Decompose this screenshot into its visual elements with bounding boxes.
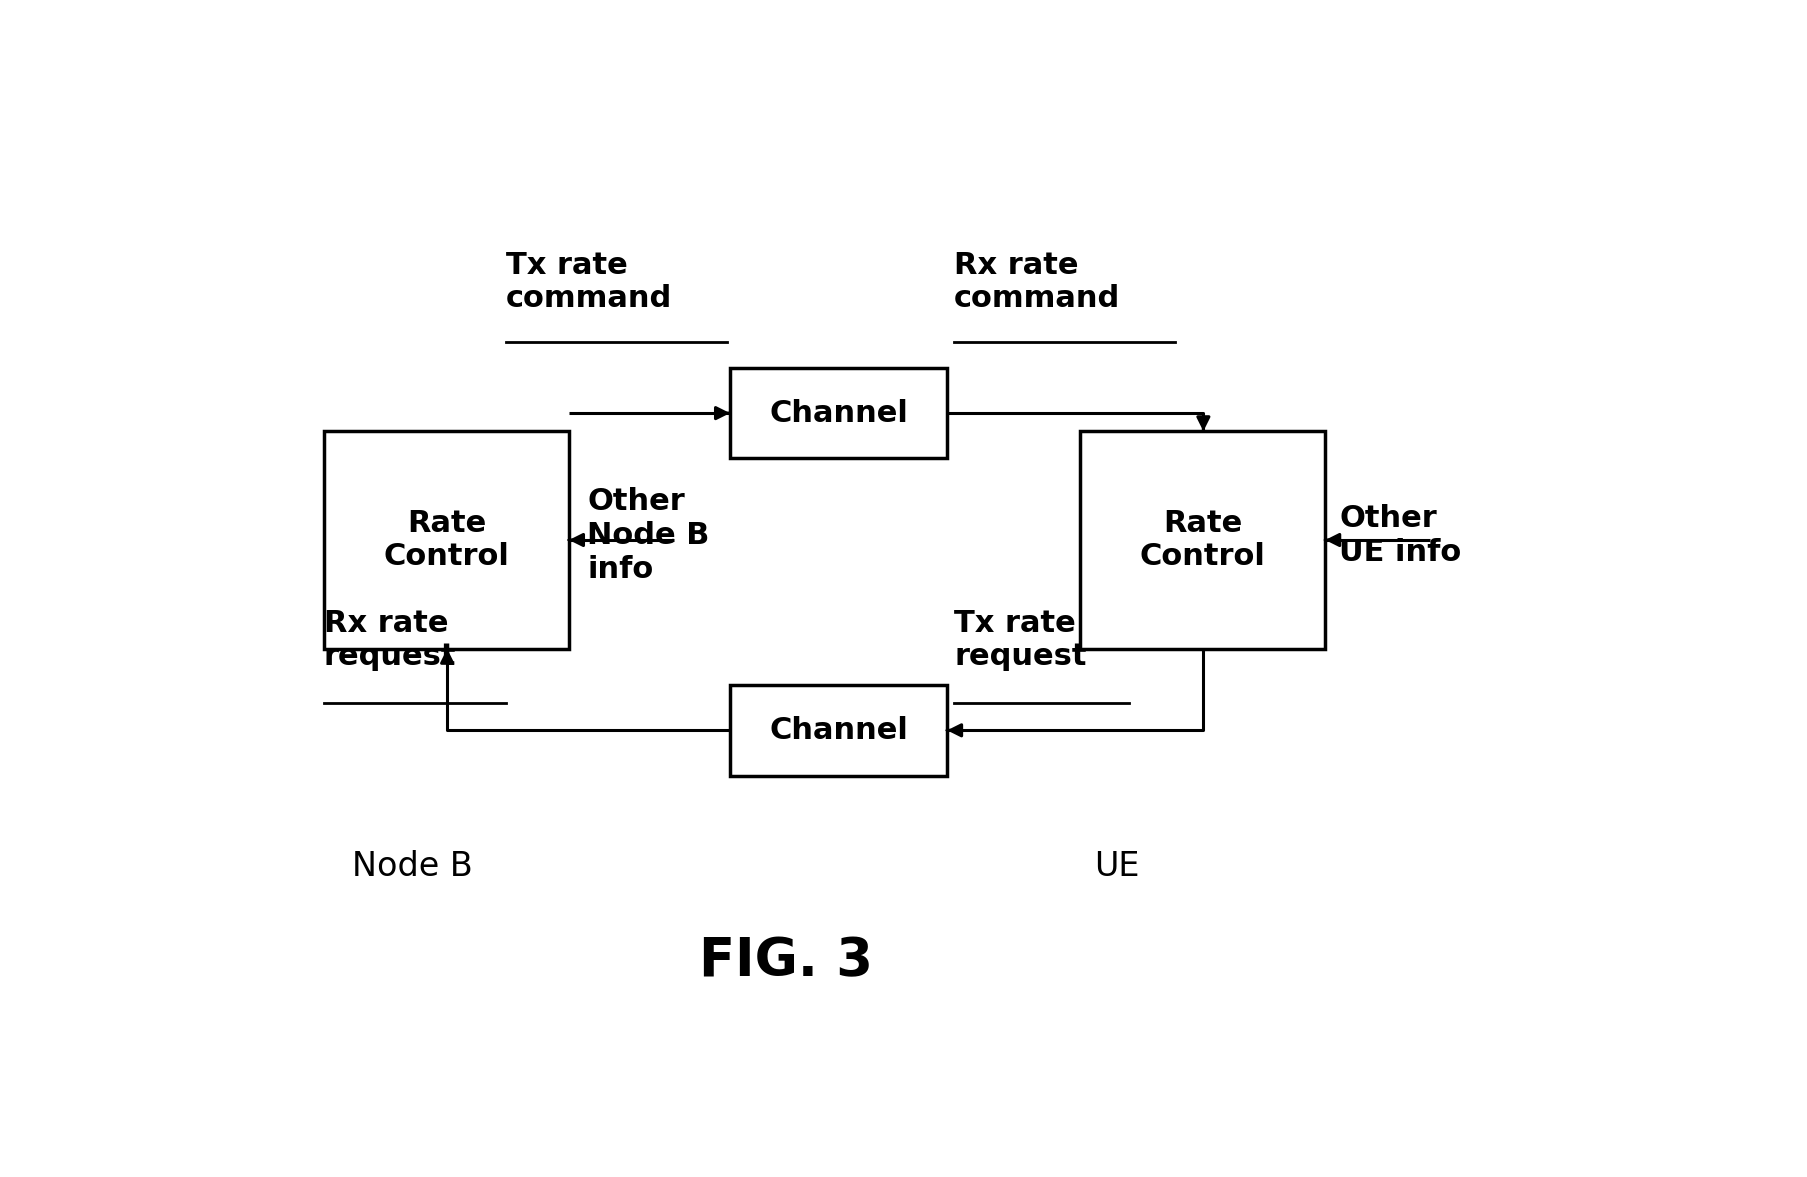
Bar [323, 431, 569, 649]
Text: Other
Node B
info: Other Node B info [587, 487, 710, 584]
Text: FIG. 3: FIG. 3 [699, 936, 873, 988]
Text: Rate
Control: Rate Control [1140, 508, 1265, 571]
Bar [1081, 431, 1325, 649]
Text: Tx rate
request: Tx rate request [954, 609, 1086, 671]
Text: Rx rate
command: Rx rate command [954, 251, 1120, 313]
Text: Channel: Channel [770, 716, 907, 745]
Text: Rx rate
request: Rx rate request [323, 609, 457, 671]
Text: Node B: Node B [352, 850, 473, 883]
Text: Tx rate
command: Tx rate command [506, 251, 672, 313]
Text: Channel: Channel [770, 399, 907, 427]
Text: Other
UE info: Other UE info [1339, 504, 1462, 567]
Bar [730, 368, 947, 459]
Text: Rate
Control: Rate Control [383, 508, 510, 571]
Text: UE: UE [1093, 850, 1140, 883]
Bar [730, 685, 947, 776]
